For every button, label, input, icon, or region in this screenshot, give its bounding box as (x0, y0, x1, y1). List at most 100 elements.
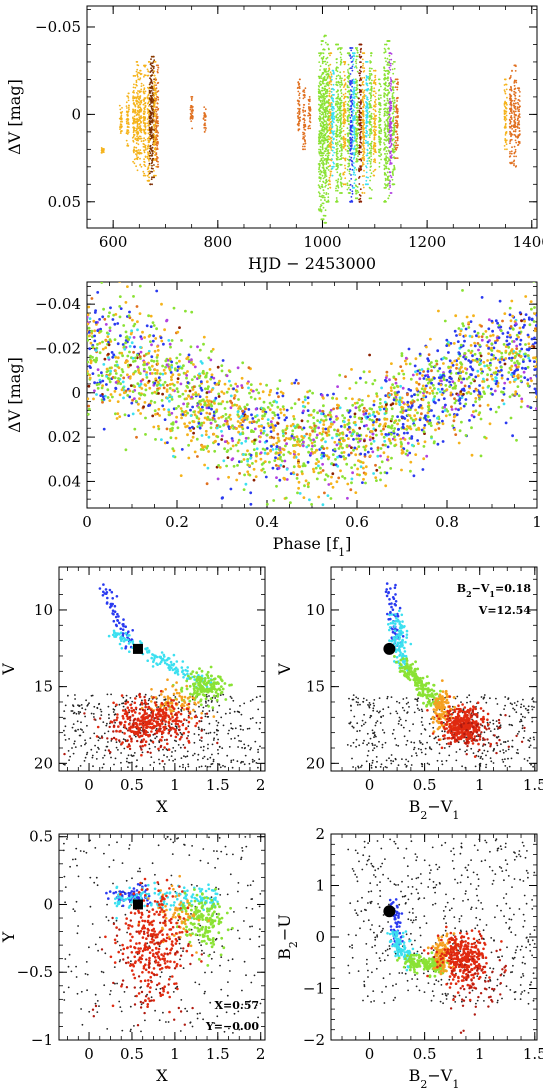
data-point (389, 152, 391, 155)
data-point (352, 58, 355, 60)
data-point (348, 140, 351, 143)
data-point (366, 106, 369, 109)
data-point (510, 85, 512, 88)
data-point (156, 134, 159, 137)
data-point (350, 178, 353, 180)
data-point (148, 105, 150, 107)
data-point (326, 180, 328, 183)
data-point (535, 313, 537, 317)
data-point (324, 134, 327, 137)
data-point (352, 52, 354, 55)
data-point (151, 82, 154, 85)
data-point (319, 150, 322, 153)
data-point (368, 160, 371, 162)
data-point (340, 192, 343, 194)
data-point (393, 80, 396, 83)
data-point (359, 123, 361, 126)
data-point (328, 126, 331, 129)
data-point (146, 155, 149, 158)
data-point (390, 53, 393, 55)
data-point (328, 87, 331, 90)
data-point (370, 144, 372, 147)
data-point (324, 150, 327, 153)
data-point (151, 111, 154, 114)
data-point (349, 96, 352, 99)
data-point (474, 400, 477, 404)
data-point (302, 89, 305, 92)
data-point (389, 118, 391, 121)
data-point (328, 68, 331, 70)
data-point (384, 70, 387, 72)
data-point (388, 40, 390, 42)
data-point (318, 138, 321, 141)
data-point (362, 184, 364, 186)
data-point (358, 69, 361, 72)
data-point (393, 166, 396, 169)
data-point (366, 132, 368, 135)
data-point (302, 97, 305, 100)
data-point (342, 143, 345, 146)
data-point (340, 79, 343, 82)
data-point (368, 79, 371, 81)
data-point (136, 61, 138, 63)
data-point (510, 116, 513, 119)
data-point (469, 320, 473, 323)
data-point (350, 104, 353, 107)
data-point (328, 176, 331, 179)
data-point (389, 150, 392, 153)
data-point (441, 419, 444, 423)
data-point (144, 146, 147, 149)
data-point (393, 101, 396, 104)
data-point (362, 163, 365, 166)
data-point (304, 110, 306, 113)
data-point (366, 113, 369, 116)
data-point (363, 119, 365, 122)
data-point (170, 339, 174, 342)
data-point (154, 77, 157, 80)
data-point (156, 144, 159, 147)
data-point (349, 152, 352, 155)
data-point (152, 55, 154, 58)
data-point (119, 111, 122, 114)
data-point (326, 56, 329, 59)
data-point (156, 117, 158, 119)
y-tick-label: 0.04 (48, 472, 81, 490)
data-point (389, 97, 391, 100)
data-point (137, 120, 140, 123)
data-point (344, 137, 347, 140)
data-point (333, 162, 335, 165)
data-point (142, 120, 145, 122)
data-point (128, 350, 131, 354)
data-point (335, 179, 338, 182)
data-point (318, 195, 321, 198)
data-point (504, 90, 506, 93)
data-point (324, 199, 326, 202)
data-point (384, 135, 387, 138)
data-point (148, 164, 151, 167)
x-axis-label: HJD − 2453000 (248, 254, 376, 273)
data-point (339, 90, 342, 92)
data-point (335, 200, 337, 203)
data-point (351, 133, 354, 136)
data-point (303, 121, 306, 124)
data-point (360, 79, 363, 81)
data-point (503, 117, 506, 119)
data-point (343, 74, 346, 77)
data-point (368, 157, 371, 159)
data-point (384, 124, 387, 126)
data-point (143, 336, 147, 339)
data-point (387, 137, 390, 140)
data-point (155, 158, 158, 161)
data-point (155, 143, 158, 146)
data-point (322, 57, 325, 60)
data-point (142, 122, 145, 124)
data-point (351, 85, 353, 88)
data-point (336, 141, 339, 144)
data-point (390, 133, 393, 136)
data-point (352, 63, 355, 66)
data-point (323, 140, 326, 142)
data-point (151, 109, 154, 112)
data-point (505, 143, 508, 146)
data-point (512, 110, 515, 112)
data-point (156, 102, 159, 104)
